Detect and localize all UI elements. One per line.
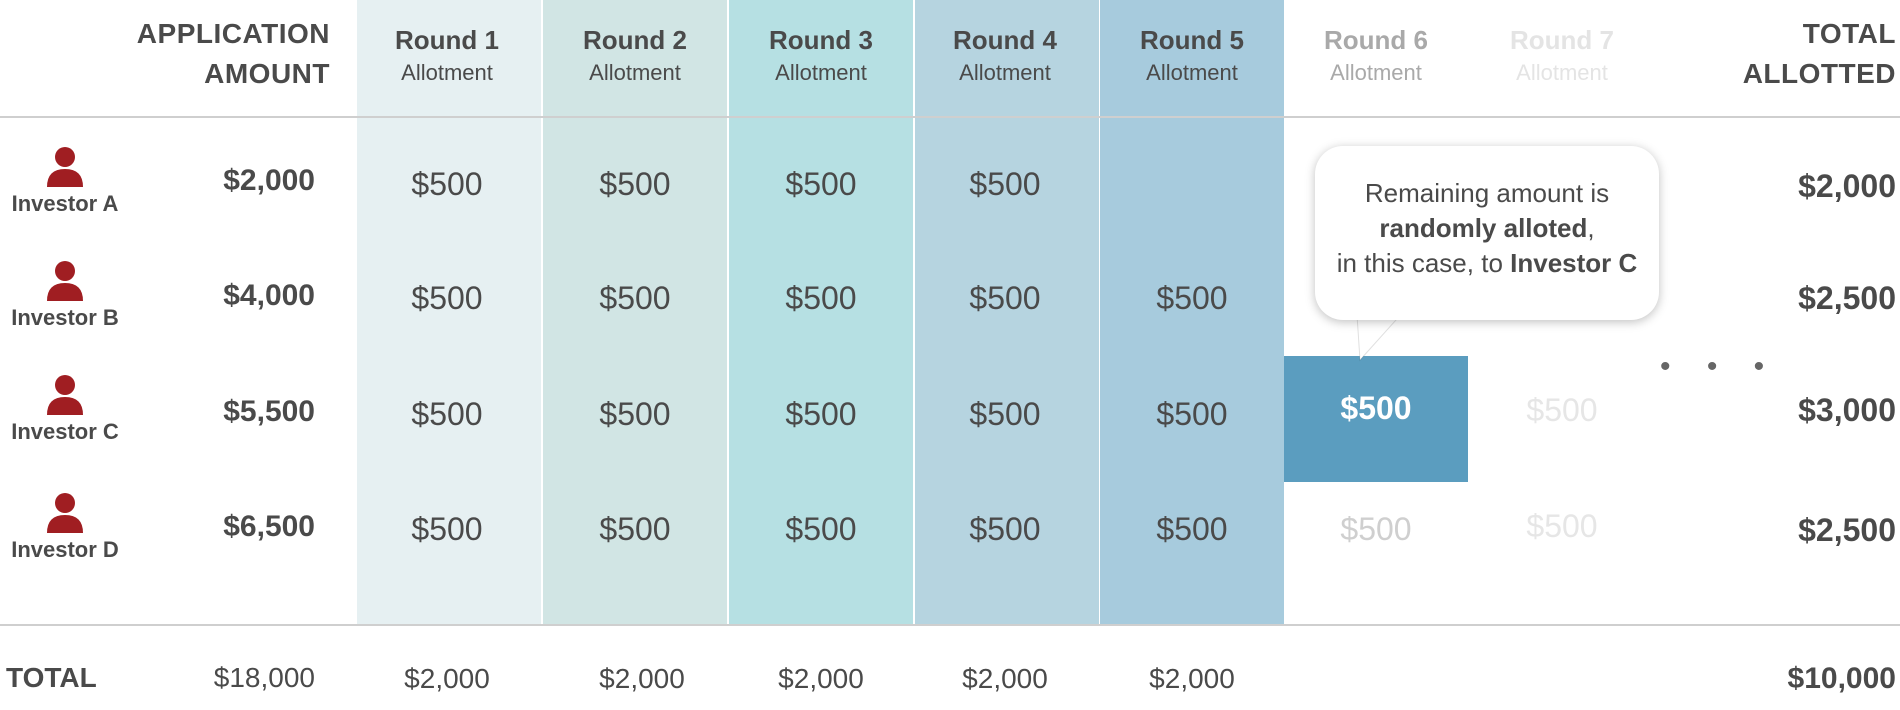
total-allotted-value: $3,000 (1798, 392, 1896, 428)
total-allotted-sum: $10,000 (1787, 662, 1896, 695)
allotment-cell: $500 (969, 511, 1041, 547)
person-icon (47, 147, 83, 187)
total-allotted-header: TOTAL ALLOTTED (1660, 14, 1896, 94)
round-sublabel: Allotment (589, 60, 681, 85)
person-icon (47, 493, 83, 533)
callout-comma: , (1587, 213, 1595, 243)
round-label: Round 4 (953, 25, 1057, 55)
round-7-header: Round 7 Allotment (1470, 24, 1654, 90)
round-1-header: Round 1 Allotment (355, 24, 539, 90)
allotment-cell: $500 (411, 166, 483, 202)
allotment-cell-faded: $500 (1526, 508, 1598, 544)
callout-line3: in this case, to (1336, 248, 1511, 278)
application-header-line2: AMOUNT (204, 58, 330, 89)
callout-bubble: Remaining amount is randomly alloted, in… (1315, 146, 1659, 320)
random-allotment-highlight (1284, 356, 1468, 482)
allotment-cell: $500 (785, 166, 857, 202)
round-2-header: Round 2 Allotment (543, 24, 727, 90)
round-total: $2,000 (1149, 663, 1235, 694)
allotment-cell: $500 (599, 280, 671, 316)
callout-investor: Investor C (1510, 248, 1638, 278)
allotment-cell: $500 (785, 511, 857, 547)
round-total: $2,000 (778, 663, 864, 694)
total-divider (0, 624, 1900, 626)
investor-name: Investor D (11, 537, 119, 562)
investor-name: Investor A (11, 191, 119, 216)
person-icon (47, 261, 83, 301)
round-label: Round 1 (395, 25, 499, 55)
application-amount: $2,000 (223, 164, 315, 197)
callout-text: Remaining amount is randomly alloted, in… (1315, 176, 1659, 281)
round-total: $2,000 (962, 663, 1048, 694)
round-sublabel: Allotment (959, 60, 1051, 85)
application-header-line1: APPLICATION (136, 18, 330, 49)
investor-b-label: Investor B (0, 259, 130, 331)
more-rounds-ellipsis: • • • (1660, 350, 1779, 383)
callout-line1: Remaining amount is (1364, 178, 1610, 208)
round-3-column (729, 0, 913, 625)
allotment-cell: $500 (1156, 511, 1228, 547)
investor-name: Investor C (11, 419, 119, 444)
application-amount: $4,000 (223, 279, 315, 312)
round-5-column (1100, 0, 1284, 625)
callout-bold-phrase: randomly alloted (1379, 213, 1588, 243)
total-label: TOTAL (6, 662, 97, 693)
round-sublabel: Allotment (1516, 60, 1608, 85)
round-total: $2,000 (404, 663, 490, 694)
round-3-header: Round 3 Allotment (729, 24, 913, 90)
allotment-cell: $500 (599, 511, 671, 547)
round-label: Round 2 (583, 25, 687, 55)
round-total: $2,000 (599, 663, 685, 694)
allotment-cell: $500 (969, 280, 1041, 316)
total-allotted-value: $2,000 (1798, 168, 1896, 204)
person-icon (47, 375, 83, 415)
round-2-column (543, 0, 727, 625)
round-sublabel: Allotment (1330, 60, 1422, 85)
investor-d-label: Investor D (0, 491, 130, 563)
round-5-header: Round 5 Allotment (1100, 24, 1284, 90)
total-allotted-value: $2,500 (1798, 280, 1896, 316)
investor-c-label: Investor C (0, 373, 130, 445)
investor-a-label: Investor A (0, 145, 130, 217)
allotment-cell: $500 (969, 166, 1041, 202)
allotment-cell: $500 (785, 396, 857, 432)
allotment-cell: $500 (1156, 280, 1228, 316)
round-4-column (915, 0, 1099, 625)
round-4-header: Round 4 Allotment (913, 24, 1097, 90)
total-application: $18,000 (213, 662, 315, 693)
round-6-header: Round 6 Allotment (1284, 24, 1468, 90)
allotment-cell: $500 (969, 396, 1041, 432)
header-divider (0, 116, 1900, 118)
round-label: Round 7 (1510, 25, 1614, 55)
total-allotted-value: $2,500 (1798, 512, 1896, 548)
total-allotted-line1: TOTAL (1802, 18, 1896, 49)
application-amount-header: APPLICATION AMOUNT (110, 14, 330, 94)
round-1-column (357, 0, 541, 625)
total-allotted-line2: ALLOTTED (1742, 58, 1896, 89)
allotment-cell: $500 (599, 396, 671, 432)
allotment-cell: $500 (411, 280, 483, 316)
round-label: Round 3 (769, 25, 873, 55)
round-label: Round 6 (1324, 25, 1428, 55)
application-amount: $5,500 (223, 395, 315, 428)
round-sublabel: Allotment (401, 60, 493, 85)
allotment-cell: $500 (411, 396, 483, 432)
allotment-cell: $500 (599, 166, 671, 202)
allotment-cell: $500 (411, 511, 483, 547)
allotment-cell-faded: $500 (1526, 392, 1598, 428)
allotment-cell-faded: $500 (1340, 511, 1412, 547)
round-sublabel: Allotment (1146, 60, 1238, 85)
allotment-cell: $500 (785, 280, 857, 316)
investor-name: Investor B (11, 305, 119, 330)
allotment-cell: $500 (1156, 396, 1228, 432)
round-sublabel: Allotment (775, 60, 867, 85)
random-allotment-value: $500 (1340, 390, 1412, 426)
application-amount: $6,500 (223, 510, 315, 543)
round-label: Round 5 (1140, 25, 1244, 55)
